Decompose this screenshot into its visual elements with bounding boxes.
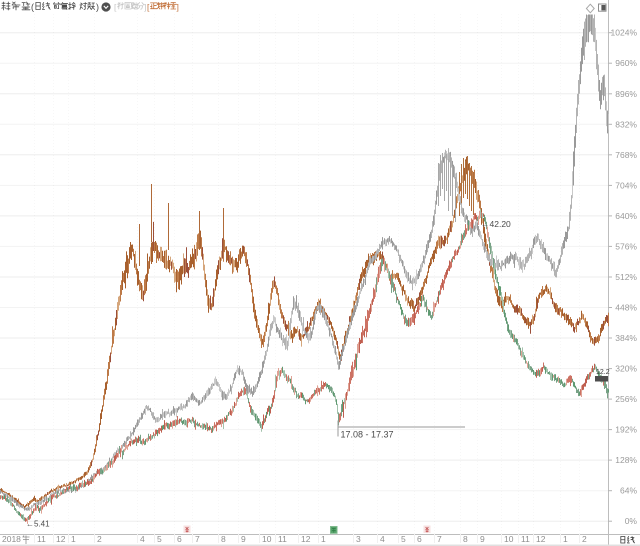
svg-text:320%: 320%: [615, 364, 637, 374]
svg-text:1: 1: [321, 534, 326, 544]
svg-text:768%: 768%: [615, 150, 637, 160]
svg-text:4: 4: [380, 534, 385, 544]
svg-text:5: 5: [157, 534, 162, 544]
svg-text:10: 10: [262, 534, 272, 544]
svg-text:11: 11: [278, 534, 287, 544]
svg-text:4: 4: [140, 534, 145, 544]
svg-text:6: 6: [417, 534, 422, 544]
svg-text:0%: 0%: [625, 516, 638, 526]
svg-text:[: [: [147, 2, 150, 12]
svg-text:256%: 256%: [615, 394, 637, 404]
svg-text:11: 11: [521, 534, 530, 544]
svg-text:←42.20: ←42.20: [481, 219, 511, 229]
svg-text:128%: 128%: [615, 455, 637, 465]
svg-text:192%: 192%: [615, 425, 637, 435]
svg-text:12.2: 12.2: [596, 369, 610, 376]
svg-text:17.08 - 17.37: 17.08 - 17.37: [341, 430, 394, 440]
svg-text:2: 2: [97, 534, 102, 544]
svg-text:1: 1: [563, 534, 568, 544]
svg-text:576%: 576%: [615, 241, 637, 251]
svg-text:832%: 832%: [615, 119, 637, 129]
svg-text:960%: 960%: [615, 58, 637, 68]
svg-text:7: 7: [437, 534, 442, 544]
svg-text:5: 5: [401, 534, 406, 544]
svg-text:]: ]: [144, 2, 146, 12]
svg-text:704%: 704%: [615, 180, 637, 190]
svg-text:1024%: 1024%: [611, 28, 638, 38]
svg-text:10: 10: [504, 534, 514, 544]
svg-text:2018: 2018: [2, 534, 21, 544]
svg-text:896%: 896%: [615, 89, 637, 99]
svg-text:64%: 64%: [620, 486, 637, 496]
svg-text:←5.41: ←5.41: [26, 520, 50, 529]
svg-text:9: 9: [480, 534, 485, 544]
svg-text:448%: 448%: [615, 303, 637, 313]
svg-text:8: 8: [221, 534, 226, 544]
svg-text:11: 11: [37, 534, 46, 544]
svg-text:): ): [96, 2, 99, 12]
svg-text:12: 12: [536, 534, 546, 544]
svg-text:]: ]: [177, 2, 179, 12]
svg-text:12: 12: [56, 534, 66, 544]
svg-text:2: 2: [582, 534, 587, 544]
svg-text:9: 9: [241, 534, 246, 544]
svg-text:3: 3: [356, 534, 361, 544]
svg-text:640%: 640%: [615, 211, 637, 221]
svg-text:8: 8: [463, 534, 468, 544]
svg-text:384%: 384%: [615, 333, 637, 343]
svg-text:6: 6: [177, 534, 182, 544]
svg-text:12: 12: [301, 534, 311, 544]
svg-text:(: (: [31, 2, 34, 12]
svg-text:512%: 512%: [615, 272, 637, 282]
svg-text:[: [: [114, 2, 117, 12]
svg-text:7: 7: [195, 534, 200, 544]
svg-text:1: 1: [71, 534, 76, 544]
